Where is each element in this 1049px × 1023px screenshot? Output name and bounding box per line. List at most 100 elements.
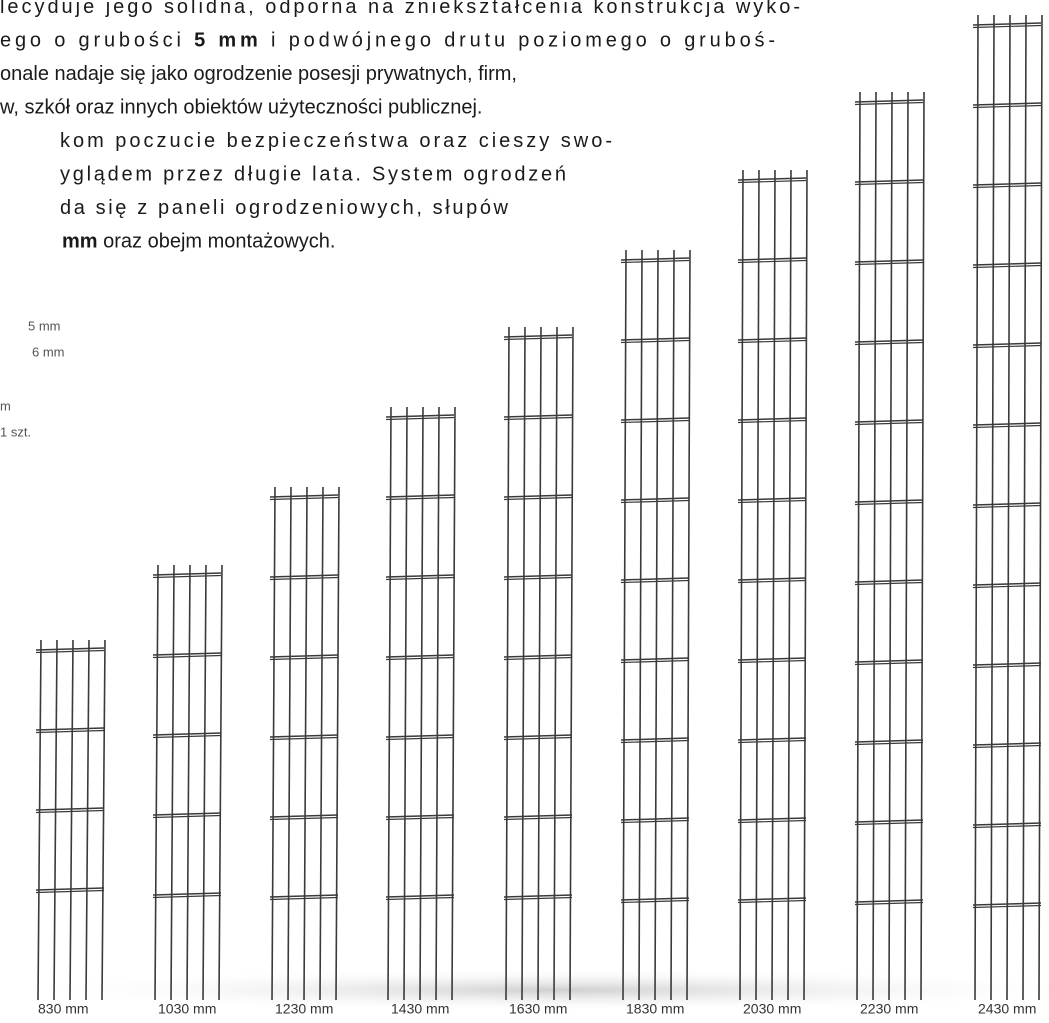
horizontal-wire xyxy=(620,659,690,664)
vertical-wire xyxy=(85,639,90,1001)
spec-value: 1 szt. xyxy=(0,424,31,439)
horizontal-wire xyxy=(152,894,222,899)
spec-value: 5 mm xyxy=(28,318,61,333)
paragraph-line: w, szkół oraz innych obiektów użytecznoś… xyxy=(0,97,482,119)
panel-height-label: 1230 mm xyxy=(275,1001,333,1017)
horizontal-wire xyxy=(152,654,222,659)
horizontal-wire xyxy=(737,659,807,664)
horizontal-wire xyxy=(737,337,807,341)
horizontal-wire xyxy=(503,576,573,581)
fence-panel xyxy=(503,326,574,1001)
horizontal-wire xyxy=(269,894,339,898)
horizontal-wire xyxy=(972,344,1042,349)
text-segment: ego o grubości xyxy=(0,30,190,52)
spec-value: m xyxy=(0,398,11,413)
horizontal-wire xyxy=(737,897,807,901)
horizontal-wire xyxy=(972,22,1042,26)
horizontal-wire xyxy=(620,739,690,744)
horizontal-wire xyxy=(385,414,455,418)
paragraph-line: mm oraz obejm montażowych. xyxy=(62,231,335,253)
horizontal-wire xyxy=(35,647,105,651)
horizontal-wire xyxy=(620,897,690,901)
horizontal-wire xyxy=(972,262,1042,266)
vertical-wire xyxy=(186,564,191,1001)
horizontal-wire xyxy=(854,419,924,423)
vertical-wire xyxy=(403,406,408,1001)
horizontal-wire xyxy=(737,339,807,344)
horizontal-wire xyxy=(737,499,807,504)
horizontal-wire xyxy=(503,336,573,341)
ground-shadow xyxy=(0,968,1049,1012)
horizontal-wire xyxy=(35,727,105,731)
vertical-wire xyxy=(888,91,893,1001)
horizontal-wire xyxy=(972,264,1042,269)
horizontal-wire xyxy=(269,896,339,901)
spec-value: 6 mm xyxy=(32,344,65,359)
horizontal-wire xyxy=(503,734,573,738)
text-segment: i podwójnego drutu poziomego o gruboś- xyxy=(262,30,775,52)
horizontal-wire xyxy=(269,816,339,821)
vertical-wire xyxy=(771,169,776,1001)
vertical-wire xyxy=(451,406,456,1001)
horizontal-wire xyxy=(854,901,924,906)
vertical-wire xyxy=(739,169,744,1001)
horizontal-wire xyxy=(972,742,1042,746)
horizontal-wire xyxy=(854,739,924,743)
vertical-wire xyxy=(755,169,760,1001)
horizontal-wire xyxy=(385,576,455,581)
horizontal-wire xyxy=(269,654,339,658)
horizontal-wire xyxy=(620,577,690,581)
horizontal-wire xyxy=(620,737,690,741)
vertical-wire xyxy=(69,639,74,1001)
horizontal-wire xyxy=(385,656,455,661)
horizontal-wire xyxy=(269,656,339,661)
horizontal-wire xyxy=(385,416,455,421)
horizontal-wire xyxy=(737,819,807,824)
text-segment: lecyduje jego solidna, odporna na znieks… xyxy=(0,0,800,18)
horizontal-wire xyxy=(854,339,924,343)
vertical-wire xyxy=(101,639,106,1001)
vertical-wire xyxy=(686,249,691,1001)
horizontal-wire xyxy=(503,736,573,741)
horizontal-wire xyxy=(620,579,690,584)
vertical-wire xyxy=(856,91,861,1001)
vertical-wire xyxy=(218,564,223,1001)
horizontal-wire xyxy=(972,664,1042,669)
vertical-wire xyxy=(521,326,526,1001)
panel-height-label: 1030 mm xyxy=(158,1001,216,1017)
horizontal-wire xyxy=(972,582,1042,586)
horizontal-wire xyxy=(737,497,807,501)
horizontal-wire xyxy=(854,501,924,506)
vertical-wire xyxy=(803,169,808,1001)
horizontal-wire xyxy=(854,581,924,586)
horizontal-wire xyxy=(152,732,222,736)
fence-panel xyxy=(35,639,106,1001)
horizontal-wire xyxy=(620,499,690,504)
vertical-wire xyxy=(920,91,925,1001)
horizontal-wire xyxy=(972,584,1042,589)
fence-panel xyxy=(620,249,691,1001)
panel-height-label: 2030 mm xyxy=(743,1001,801,1017)
fence-panel xyxy=(854,91,925,1001)
horizontal-wire xyxy=(35,889,105,894)
horizontal-wire xyxy=(737,579,807,584)
paragraph-line: onale nadaje się jako ogrodzenie posesji… xyxy=(0,63,517,85)
horizontal-wire xyxy=(854,579,924,583)
horizontal-wire xyxy=(972,24,1042,29)
vertical-wire xyxy=(670,249,675,1001)
vertical-wire xyxy=(1038,14,1043,1001)
panel-height-label: 1830 mm xyxy=(626,1001,684,1017)
horizontal-wire xyxy=(620,417,690,421)
horizontal-wire xyxy=(152,574,222,579)
text-segment: w, szkół oraz innych obiektów użytecznoś… xyxy=(0,97,482,119)
horizontal-wire xyxy=(737,177,807,181)
horizontal-wire xyxy=(854,259,924,263)
horizontal-wire xyxy=(737,657,807,661)
horizontal-wire xyxy=(737,737,807,741)
vertical-wire xyxy=(872,91,877,1001)
panel-height-label: 1430 mm xyxy=(391,1001,449,1017)
horizontal-wire xyxy=(620,337,690,341)
vertical-wire xyxy=(505,326,510,1001)
fence-panel xyxy=(269,486,340,1001)
horizontal-wire xyxy=(620,257,690,261)
